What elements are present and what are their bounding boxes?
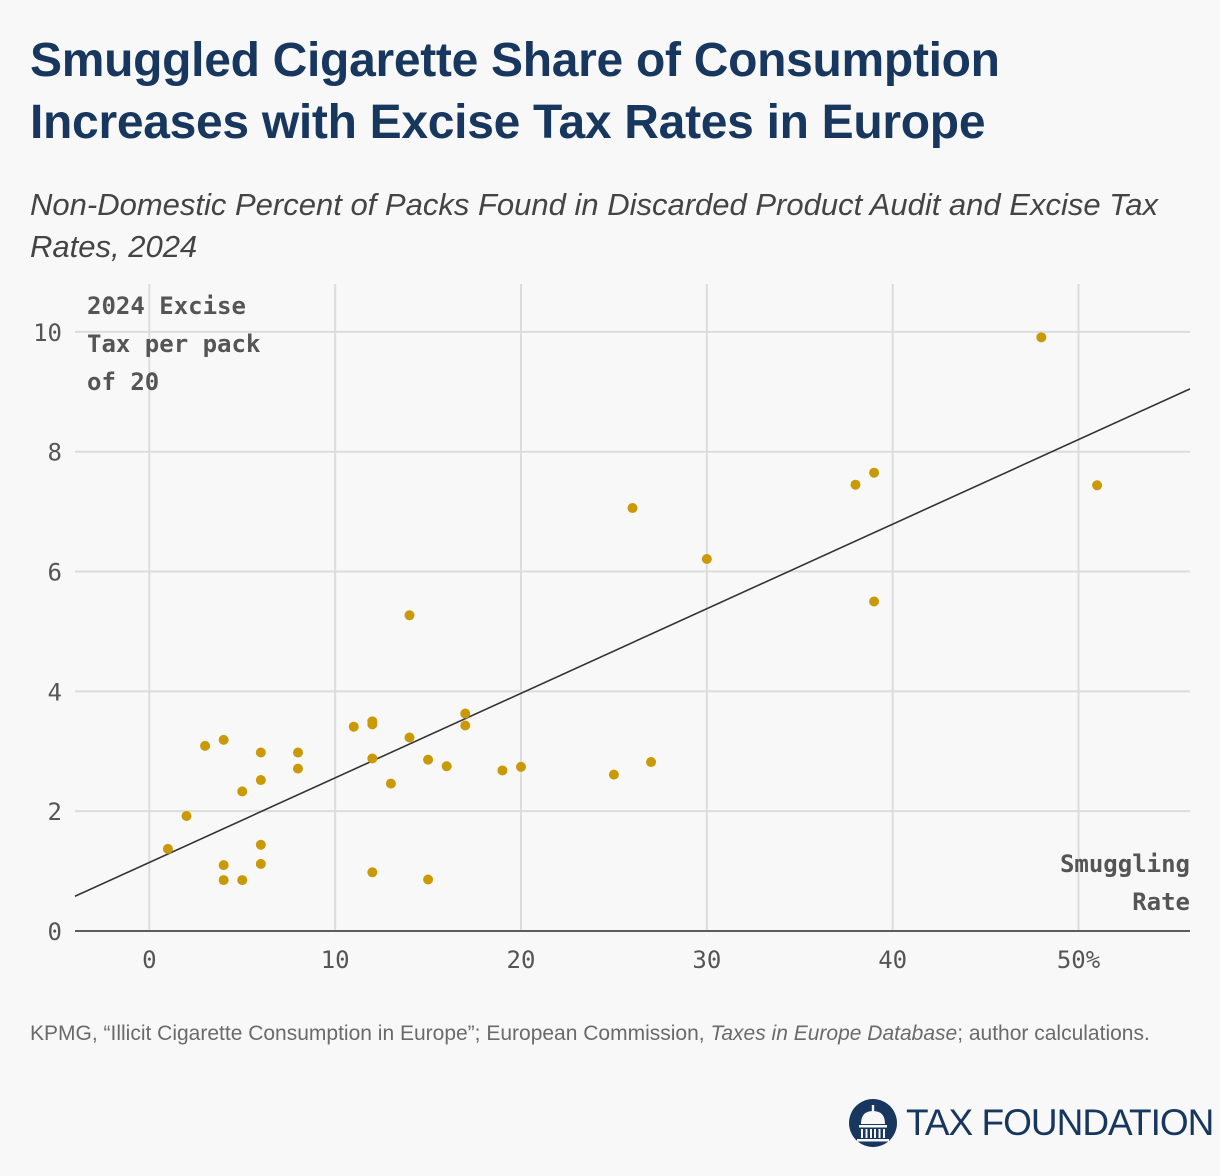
data-point: [255, 839, 266, 850]
data-point: [367, 719, 378, 730]
data-point: [404, 610, 415, 621]
data-point: [646, 757, 657, 768]
data-point: [460, 708, 471, 719]
data-point: [348, 721, 359, 732]
data-point: [181, 810, 192, 821]
data-point: [1036, 332, 1047, 343]
x-tick-label: 50%: [1057, 946, 1101, 974]
x-axis-title-line: Smuggling: [1060, 850, 1190, 878]
data-point: [218, 734, 229, 745]
x-tick-label: 30: [692, 946, 721, 974]
data-point: [441, 761, 452, 772]
tax-foundation-logo: TAX FOUNDATION: [848, 1098, 1214, 1148]
y-axis-title-line: Tax per pack: [87, 330, 261, 358]
data-point: [869, 596, 880, 607]
x-axis-title-line: Rate: [1132, 888, 1190, 916]
capitol-dome-icon: [849, 1099, 897, 1147]
y-tick-label: 8: [48, 439, 62, 467]
x-tick-label: 40: [878, 946, 907, 974]
data-point: [850, 479, 861, 490]
data-point: [293, 747, 303, 758]
data-point: [423, 874, 434, 885]
data-point: [162, 843, 173, 854]
data-point: [237, 786, 248, 797]
axis-titles: 2024 Excise Tax per pack of 20 Smuggling Rat…: [87, 292, 1190, 916]
trendline: [74, 388, 1191, 897]
y-tick-label: 2: [48, 798, 62, 826]
x-tick-label: 10: [321, 946, 350, 974]
chart-subtitle: Non-Domestic Percent of Packs Found in D…: [30, 187, 1159, 264]
grid: [75, 284, 1190, 932]
logo-text: TAX FOUNDATION: [906, 1102, 1214, 1143]
scatter-chart: 0 10 20 30 40 50% 0 2 4 6 8 10 2024 Excise Tax per p…: [33, 284, 1191, 974]
data-point: [385, 778, 396, 789]
data-point: [423, 754, 434, 765]
data-point: [497, 765, 508, 776]
data-point: [367, 867, 378, 878]
data-point: [255, 858, 266, 869]
source-text-suffix: ; author calculations.: [957, 1022, 1150, 1045]
data-point: [701, 553, 712, 564]
data-point: [460, 720, 471, 731]
y-tick-label: 10: [33, 319, 62, 347]
data-point: [627, 503, 638, 514]
data-point: [869, 467, 880, 478]
data-point: [293, 763, 303, 774]
data-point: [218, 875, 229, 886]
data-point: [255, 775, 266, 786]
data-point: [200, 740, 211, 751]
data-point: [404, 732, 415, 743]
y-tick-label: 6: [48, 559, 62, 587]
chart-title: Smuggled Cigarette Share of Consumption …: [30, 34, 1000, 149]
axes: 0 10 20 30 40 50% 0 2 4 6 8 10: [33, 319, 1190, 974]
data-point: [218, 860, 229, 871]
data-point: [237, 875, 248, 886]
data-point: [608, 769, 619, 780]
data-point: [516, 761, 526, 772]
y-axis-title-line: 2024 Excise: [87, 292, 246, 320]
data-point: [367, 753, 378, 764]
y-tick-label: 0: [48, 918, 62, 946]
y-axis-title-line: of 20: [87, 368, 159, 396]
data-point: [1092, 480, 1103, 491]
data-points: [162, 332, 1103, 886]
trendline-group: [74, 388, 1191, 897]
data-point: [255, 747, 266, 758]
y-tick-label: 4: [48, 678, 62, 706]
x-tick-label: 20: [507, 946, 536, 974]
x-tick-label: 0: [142, 946, 156, 974]
source-text-prefix: KPMG, “Illicit Cigarette Consumption in …: [30, 1022, 711, 1045]
source-note: KPMG, “Illicit Cigarette Consumption in …: [30, 1020, 1180, 1048]
source-text-italic: Taxes in Europe Database: [710, 1022, 958, 1045]
